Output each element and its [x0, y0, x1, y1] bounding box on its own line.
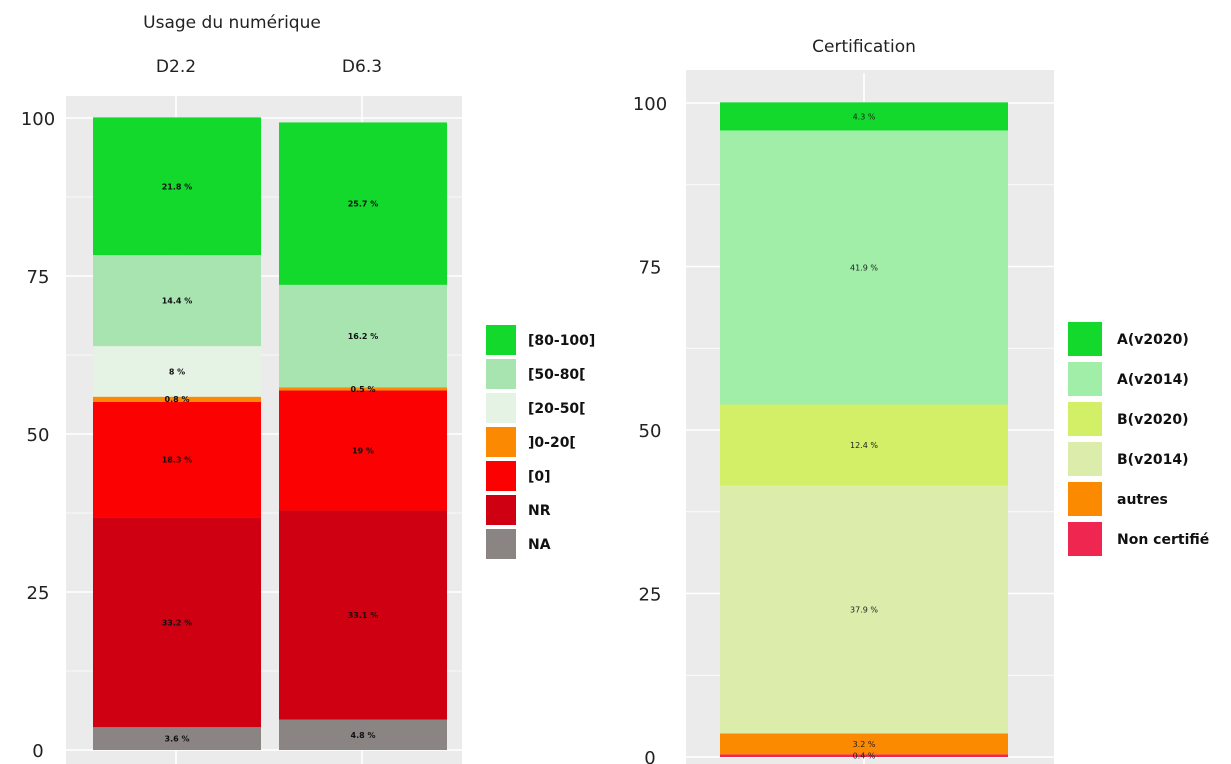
data-label-nr: 33.1 % [348, 611, 379, 620]
legend-label-a-v2020: A(v2020) [1117, 332, 1189, 348]
bar-segment-non-certifi [720, 754, 1008, 757]
legend-swatch-na [486, 529, 516, 559]
y-tick-label-50: 50 [639, 421, 662, 442]
legend-swatch-autres [1068, 482, 1102, 516]
y-axis-ticks: 0 25 50 75 100 [21, 109, 55, 762]
legend: A(v2020) A(v2014) B(v2020) B(v2014) autres No… [1068, 322, 1209, 556]
legend-label-80-100: [80-100] [528, 333, 595, 349]
data-label-na: 4.8 % [351, 731, 376, 740]
bar-segment-0-20 [93, 396, 261, 402]
legend-label-autres: autres [1117, 492, 1168, 508]
data-label-na: 3.6 % [165, 735, 190, 744]
chart-title: Certification [812, 37, 916, 57]
data-label-b-v2020: 12.4 % [850, 441, 878, 450]
bar-segment-20-50 [93, 346, 261, 397]
y-tick-label-100: 100 [21, 109, 55, 130]
legend-swatch-nr [486, 495, 516, 525]
legend-swatch-20-50 [486, 393, 516, 423]
data-label-a-v2014: 41.9 % [850, 263, 878, 272]
legend-swatch-a-v2014 [1068, 362, 1102, 396]
legend-label-0: [0] [528, 469, 551, 485]
y-tick-label-25: 25 [27, 583, 50, 604]
data-label-0: 19 % [352, 446, 374, 455]
data-label-a-v2020: 4.3 % [853, 112, 876, 121]
legend-swatch-a-v2020 [1068, 322, 1102, 356]
bar-segment-50-80 [279, 284, 447, 388]
data-label-autres: 3.2 % [853, 740, 876, 749]
data-label-non-certifi: 0.4 % [853, 752, 876, 761]
data-label-80-100: 25.7 % [348, 200, 379, 209]
legend: [80-100] [50-80[ [20-50[ ]0-20[ [0] NR NA [476, 312, 595, 574]
category-label-d2-2: D2.2 [156, 57, 196, 77]
y-tick-label-75: 75 [27, 267, 50, 288]
data-label-nr: 33.2 % [162, 618, 193, 627]
bar-segment-0 [93, 401, 261, 518]
legend-swatch-b-v2020 [1068, 402, 1102, 436]
legend-swatch-b-v2014 [1068, 442, 1102, 476]
legend-label-b-v2020: B(v2020) [1117, 412, 1189, 428]
chart-usage-numerique: 3.6 % 33.2 % 18.3 % 0.8 % 8 % 14.4 % 21.8 % 4.8… [21, 13, 595, 764]
bar-segment-na [93, 727, 261, 750]
y-tick-label-0: 0 [644, 748, 655, 764]
data-label-0-20: 0.8 % [165, 395, 190, 404]
legend-label-nr: NR [528, 503, 551, 519]
data-label-20-50: 8 % [169, 367, 185, 376]
data-label-b-v2014: 37.9 % [850, 606, 878, 615]
y-tick-label-50: 50 [27, 425, 50, 446]
legend-swatch-0 [486, 461, 516, 491]
legend-swatch-non-certifi [1068, 522, 1102, 556]
bar-segment-50-80 [93, 255, 261, 347]
legend-swatch-0-20 [486, 427, 516, 457]
legend-label-0-20: ]0-20[ [528, 435, 576, 451]
stacked-bars: 3.6 % 33.2 % 18.3 % 0.8 % 8 % 14.4 % 21.8 % 4.8… [93, 117, 447, 750]
y-tick-label-0: 0 [32, 741, 43, 762]
bar-segment-b-v2020 [720, 404, 1008, 486]
bar-segment-na [279, 719, 447, 750]
legend-label-a-v2014: A(v2014) [1117, 372, 1189, 388]
legend-label-na: NA [528, 537, 551, 553]
bar-segment-autres [720, 733, 1008, 755]
data-label-50-80: 16.2 % [348, 332, 379, 341]
legend-swatch-50-80 [486, 359, 516, 389]
bar-segment-0-20 [279, 387, 447, 391]
y-axis-ticks: 0 25 50 75 100 [633, 94, 667, 764]
legend-label-non-certifi: Non certifié [1117, 532, 1209, 548]
bar-segment-b-v2014 [720, 485, 1008, 734]
chart-certification: 0.4 % 3.2 % 37.9 % 12.4 % 41.9 % 4.3 % 0 25 50 7… [633, 37, 1209, 764]
bar-segment-nr [279, 510, 447, 720]
y-tick-label-100: 100 [633, 94, 667, 115]
chart-title: Usage du numérique [143, 13, 321, 33]
y-tick-label-25: 25 [639, 585, 662, 606]
data-label-0: 18.3 % [162, 456, 193, 465]
bar-segment-nr [93, 517, 261, 728]
y-tick-label-75: 75 [639, 258, 662, 279]
bar-segment-80-100 [93, 117, 261, 256]
legend-label-50-80: [50-80[ [528, 367, 586, 383]
bar-segment-a-v2020 [720, 102, 1008, 131]
stacked-bars: 0.4 % 3.2 % 37.9 % 12.4 % 41.9 % 4.3 % [720, 102, 1008, 761]
legend-swatch-80-100 [486, 325, 516, 355]
bar-segment-0 [279, 390, 447, 511]
legend-label-20-50: [20-50[ [528, 401, 586, 417]
bar-segment-80-100 [279, 122, 447, 285]
data-label-50-80: 14.4 % [162, 297, 193, 306]
data-label-80-100: 21.8 % [162, 182, 193, 191]
legend-label-b-v2014: B(v2014) [1117, 452, 1189, 468]
data-label-0-20: 0.5 % [351, 385, 376, 394]
bar-segment-a-v2014 [720, 130, 1008, 405]
category-label-d6-3: D6.3 [342, 57, 382, 77]
